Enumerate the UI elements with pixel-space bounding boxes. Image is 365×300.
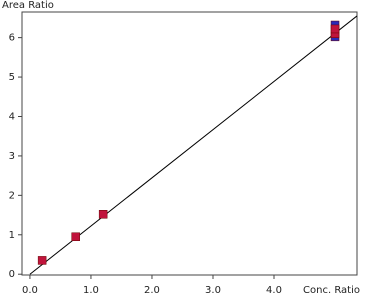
fit-line (29, 15, 358, 275)
y-tick-label: 0 (9, 269, 15, 280)
x-axis-label: Conc. Ratio (303, 285, 360, 296)
y-tick-label: 1 (9, 230, 15, 241)
y-tick-label: 6 (9, 33, 15, 44)
x-tick-label: 0.0 (22, 285, 38, 296)
y-tick-label: 2 (9, 190, 15, 201)
y-tick-label: 3 (9, 151, 15, 162)
x-tick-label: 3.0 (205, 285, 221, 296)
y-axis-label: Area Ratio (2, 0, 54, 11)
point (37, 256, 47, 265)
point (98, 210, 108, 219)
x-tick-label: 2.0 (144, 285, 160, 296)
point (71, 232, 80, 242)
y-tick-label: 4 (9, 111, 15, 122)
x-tick-label: 4.0 (266, 285, 282, 296)
plot-frame (21, 11, 358, 276)
point (330, 24, 340, 34)
x-tick-label: 1.0 (83, 285, 99, 296)
y-tick-label: 5 (9, 72, 15, 83)
